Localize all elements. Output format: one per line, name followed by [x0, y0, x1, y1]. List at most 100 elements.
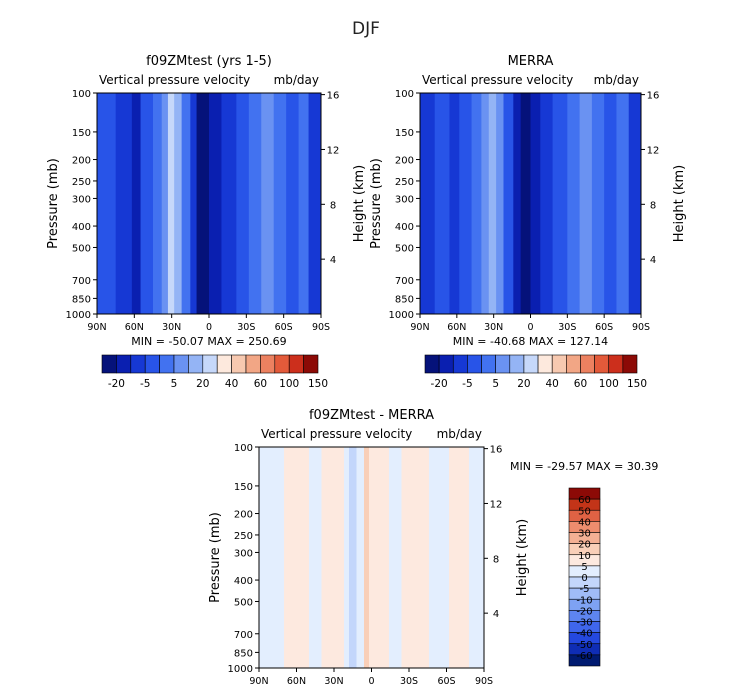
panel-title: f09ZMtest (yrs 1-5)	[146, 54, 272, 69]
colorbar-swatch	[188, 354, 204, 374]
y-tick-label: 200	[72, 156, 91, 167]
y-tick-label: 700	[395, 276, 414, 287]
colorbar-swatch	[424, 354, 440, 374]
x-tick-label: 30N	[324, 676, 343, 687]
y-tick-label: 850	[234, 648, 253, 659]
height-tick-label: 8	[493, 554, 499, 565]
y-tick-label: 700	[234, 630, 253, 641]
contour-band	[364, 447, 370, 668]
contour-band	[520, 93, 531, 314]
colorbar-swatch	[288, 354, 304, 374]
colorbar-swatch	[568, 654, 601, 667]
colorbar-swatch	[566, 354, 581, 374]
y-tick-label: 300	[72, 194, 91, 205]
colorbar-label: 40	[546, 378, 559, 390]
y-axis-label: Pressure (mb)	[208, 512, 223, 603]
contour-band	[284, 447, 310, 668]
min-max-stats: MIN = -40.68 MAX = 127.14	[453, 335, 608, 348]
contour-band	[496, 93, 504, 314]
colorbar-label: -40	[576, 629, 592, 640]
height-tick-label: 16	[327, 91, 340, 102]
y-tick-label: 400	[234, 576, 253, 587]
colorbar-swatch	[537, 354, 553, 374]
colorbar-swatch	[130, 354, 146, 374]
contour-band	[488, 93, 497, 314]
y-tick-label: 1000	[66, 310, 91, 321]
colorbar-label: 100	[279, 378, 299, 390]
y-tick-label: 850	[72, 294, 91, 305]
colorbar-swatch	[101, 354, 117, 374]
contour-band	[530, 93, 541, 314]
panel-title: f09ZMtest - MERRA	[309, 408, 434, 423]
colorbar-label: 100	[599, 378, 619, 390]
colorbar-label: 0	[581, 573, 587, 584]
colorbar-label: -10	[576, 595, 592, 606]
y-tick-label: 100	[234, 443, 253, 454]
x-tick-label: 30S	[558, 322, 576, 333]
colorbar-label: -30	[576, 618, 592, 629]
panel-obs: MERRA Vertical pressure velocity mb/day 100…	[369, 54, 687, 390]
x-tick-label: 90N	[410, 322, 429, 333]
colorbar-swatch	[274, 354, 290, 374]
contour-band	[309, 447, 322, 668]
colorbar-swatch	[551, 354, 567, 374]
colorbar-label: 5	[171, 378, 178, 390]
contour-band	[503, 93, 514, 314]
contour-band	[471, 93, 482, 314]
colorbar-label: -20	[576, 606, 592, 617]
y-tick-label: 200	[234, 510, 253, 521]
x-tick-label: 0	[206, 322, 212, 333]
contour-band	[190, 93, 197, 314]
colorbar-label: -50	[576, 640, 592, 651]
colorbar-label: -5	[140, 378, 150, 390]
contour-band	[115, 93, 133, 314]
contour-band	[97, 93, 117, 314]
contour-band	[449, 447, 470, 668]
height-tick-label: 4	[650, 255, 656, 266]
colorbar-label: 150	[308, 378, 328, 390]
x-tick-label: 30N	[162, 322, 181, 333]
x-tick-label: 90S	[475, 676, 493, 687]
colorbar-swatch	[116, 354, 132, 374]
panel-subtitle-left: Vertical pressure velocity	[422, 73, 573, 87]
contour-band	[628, 93, 642, 314]
x-tick-label: 60N	[447, 322, 466, 333]
colorbar-label: 30	[578, 529, 591, 540]
x-tick-label: 60S	[595, 322, 613, 333]
colorbar-label: 40	[225, 378, 238, 390]
panels: f09ZMtest (yrs 1-5) Vertical pressure vel…	[46, 54, 687, 687]
x-tick-label: 90N	[87, 322, 106, 333]
contour-band	[616, 93, 630, 314]
height-tick-label: 16	[647, 91, 660, 102]
y-tick-label: 150	[72, 128, 91, 139]
contour-band	[429, 447, 450, 668]
colorbar-label: 40	[578, 517, 591, 528]
contour-band	[369, 447, 390, 668]
contour-band	[321, 447, 345, 668]
contour-band	[209, 93, 222, 314]
colorbar-swatch	[523, 354, 539, 374]
y-axis-label: Pressure (mb)	[369, 158, 384, 249]
contour-band	[604, 93, 617, 314]
colorbar-swatch	[216, 354, 232, 374]
colorbar-label: 20	[517, 378, 530, 390]
x-tick-label: 90S	[312, 322, 330, 333]
colorbar-swatch	[452, 354, 468, 374]
contour-band	[449, 93, 460, 314]
contour-band	[286, 93, 299, 314]
colorbar-label: 5	[581, 562, 587, 573]
contour-band	[248, 93, 262, 314]
y-tick-label: 150	[234, 482, 253, 493]
colorbar-swatch	[173, 354, 189, 374]
contour-band	[261, 93, 275, 314]
colorbar-label: 50	[578, 506, 591, 517]
contour-band	[349, 447, 357, 668]
y-tick-label: 400	[72, 222, 91, 233]
colorbar-swatch	[245, 354, 261, 374]
colorbar-label: -20	[108, 378, 125, 390]
colorbar-swatch	[481, 354, 496, 374]
contour-band	[344, 447, 350, 668]
height-tick-label: 12	[490, 499, 503, 510]
x-tick-label: 0	[368, 676, 374, 687]
